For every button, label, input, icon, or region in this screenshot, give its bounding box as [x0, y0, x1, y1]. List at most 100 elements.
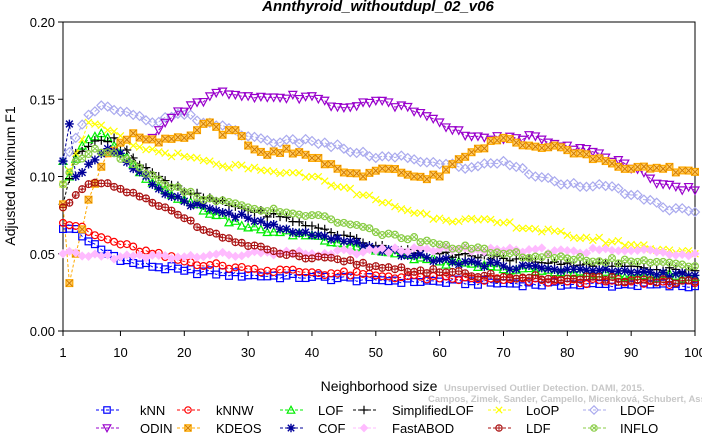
point-asterisk — [205, 204, 215, 214]
point-x — [550, 227, 559, 235]
point-diamond — [632, 189, 643, 201]
point-circle-plus-cross — [532, 271, 539, 279]
point-circle — [212, 259, 221, 268]
point-circle-x-cross — [187, 189, 194, 195]
legend-label: ODIN — [140, 421, 173, 434]
point-square-x-cross — [212, 123, 220, 131]
point-square-x-cross — [269, 147, 278, 156]
point-triangle-down — [479, 133, 490, 143]
point-circle-x-cross — [430, 240, 436, 246]
point-diamond-filled — [601, 244, 611, 254]
point-circle-plus-cross — [385, 263, 392, 271]
point-circle-plus-cross — [366, 263, 373, 271]
point-circle-x-cross — [392, 231, 398, 238]
point-square-x-cross — [480, 144, 489, 153]
point-asterisk — [173, 192, 183, 202]
point-asterisk — [652, 270, 662, 280]
point-circle-plus-cross — [646, 276, 654, 284]
point-diamond — [191, 115, 203, 126]
point-circle-x-cross — [200, 197, 207, 203]
point-circle-x-cross — [666, 259, 673, 266]
point-diamond-filled — [530, 244, 541, 254]
point-asterisk — [116, 148, 125, 158]
point-circle-plus-cross — [666, 278, 673, 285]
point-diamond-filled — [345, 246, 355, 256]
point-x — [467, 214, 476, 223]
point-asterisk — [505, 264, 515, 274]
point-circle-x-cross — [692, 263, 698, 269]
point-circle — [218, 261, 227, 270]
point-asterisk — [588, 266, 598, 276]
point-triangle-down — [230, 90, 241, 101]
point-triangle-down — [243, 92, 254, 102]
point-diamond-filled — [154, 250, 164, 261]
legend-item-LoOP: LoOP — [488, 403, 559, 418]
point-diamond — [76, 119, 88, 130]
point-x — [537, 227, 546, 236]
point-asterisk — [71, 172, 81, 181]
point-x — [563, 231, 572, 240]
point-triangle-down — [198, 97, 209, 108]
point-diamond-filled — [186, 250, 196, 261]
x-tick-label: 100 — [684, 345, 702, 360]
point-square-x-cross — [295, 148, 303, 156]
point-x — [97, 121, 106, 130]
point-diamond — [140, 115, 152, 126]
y-tick-label: 0.00 — [30, 324, 55, 339]
point-x — [378, 198, 387, 207]
point-square-x-cross — [206, 118, 214, 127]
point-diamond — [568, 177, 579, 189]
point-triangle-down — [409, 107, 420, 117]
point-circle-plus-cross — [442, 268, 450, 276]
point-circle-plus-cross — [551, 275, 558, 283]
point-asterisk — [84, 159, 93, 169]
point-circle-x-cross — [232, 200, 239, 207]
point-x — [288, 168, 297, 177]
legend-item-LDF: LDF — [488, 421, 551, 434]
point-x — [174, 149, 182, 157]
point-diamond — [262, 135, 273, 146]
point-diamond — [255, 133, 267, 144]
point-circle-x-cross — [181, 189, 187, 195]
point-square-x-cross — [442, 165, 450, 174]
legend-label: LDOF — [620, 403, 655, 418]
point-plus — [96, 135, 106, 145]
point-asterisk — [601, 264, 611, 274]
point-triangle-down — [460, 131, 471, 141]
point-diamond-filled — [224, 250, 234, 260]
point-circle-plus-cross — [423, 269, 431, 277]
point-diamond — [287, 134, 299, 145]
point-circle-plus-cross — [602, 276, 610, 284]
point-asterisk — [665, 272, 674, 282]
point-circle-x-cross — [73, 158, 79, 164]
point-circle-x-cross — [194, 194, 200, 201]
point-circle — [582, 280, 591, 289]
y-tick-label: 0.05 — [30, 247, 55, 262]
point-circle-x-cross — [615, 260, 622, 267]
x-tick-label: 30 — [241, 345, 255, 360]
point-diamond — [89, 106, 101, 117]
y-tick-label: 0.10 — [30, 170, 55, 185]
point-diamond-filled — [460, 243, 470, 253]
point-square-x-cross — [238, 132, 246, 140]
point-square-x-cross — [608, 159, 616, 168]
point-circle-x — [390, 230, 399, 239]
point-square-x-cross — [78, 225, 86, 234]
point-circle-x — [320, 212, 329, 221]
point-square-x-cross — [678, 166, 686, 175]
point-diamond — [530, 171, 541, 182]
point-asterisk — [531, 261, 540, 271]
point-asterisk — [613, 266, 623, 276]
point-circle-x-cross — [156, 176, 162, 183]
point-circle-plus-cross — [436, 268, 444, 276]
point-square — [397, 278, 406, 287]
point-triangle — [236, 220, 247, 230]
point-square-x-cross — [659, 165, 667, 173]
point-square-x-cross — [633, 163, 642, 171]
point-circle-x-cross — [309, 212, 315, 218]
point-x — [569, 233, 578, 242]
point-x — [180, 152, 189, 161]
point-asterisk — [250, 216, 259, 226]
point-circle-plus-cross — [142, 194, 150, 202]
point-circle-x-cross — [104, 149, 111, 155]
